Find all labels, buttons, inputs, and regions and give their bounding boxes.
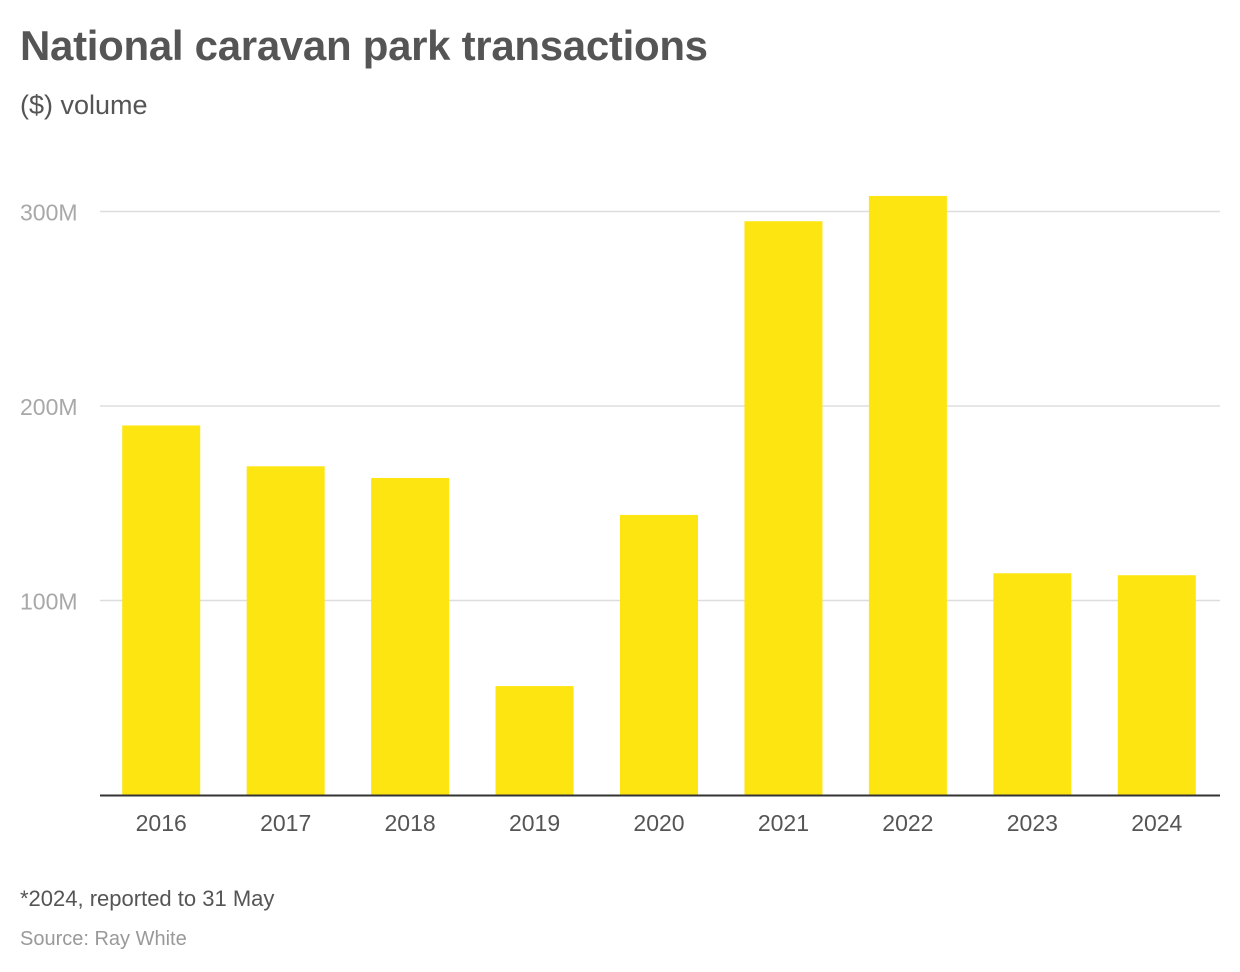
y-axis-tick-labels: 100M 200M 300M [20, 200, 78, 615]
y-tick-label: 300M [20, 200, 78, 226]
chart-source: Source: Ray White [20, 928, 187, 950]
bar-2021 [744, 221, 823, 796]
y-tick-label: 200M [20, 394, 78, 420]
y-tick-label: 100M [20, 589, 78, 615]
bar-2019 [495, 686, 574, 795]
bar-2017 [246, 466, 325, 795]
bar-2018 [371, 477, 450, 795]
chart-note: *2024, reported to 31 May [20, 886, 275, 911]
x-tick-label: 2022 [882, 810, 933, 836]
chart-title: National caravan park transactions [20, 22, 708, 69]
x-tick-label: 2024 [1131, 810, 1182, 836]
bar-chart: 100M 200M 300M 2016 2017 2018 2019 2020 2021 202… [20, 195, 1220, 836]
bar-2016 [122, 425, 201, 795]
x-tick-label: 2018 [385, 810, 436, 836]
bar-2022 [868, 195, 947, 795]
x-tick-label: 2016 [136, 810, 187, 836]
x-axis-tick-labels: 2016 2017 2018 2019 2020 2021 2022 2023 2024 [136, 810, 1183, 836]
bars [122, 195, 1196, 796]
x-tick-label: 2021 [758, 810, 809, 836]
x-tick-label: 2023 [1007, 810, 1058, 836]
bar-2023 [993, 573, 1072, 795]
x-tick-label: 2020 [633, 810, 684, 836]
bar-2020 [620, 514, 698, 795]
x-tick-label: 2019 [509, 810, 560, 836]
bar-2024 [1117, 575, 1196, 795]
chart-subtitle: ($) volume [20, 90, 148, 120]
x-tick-label: 2017 [260, 810, 311, 836]
